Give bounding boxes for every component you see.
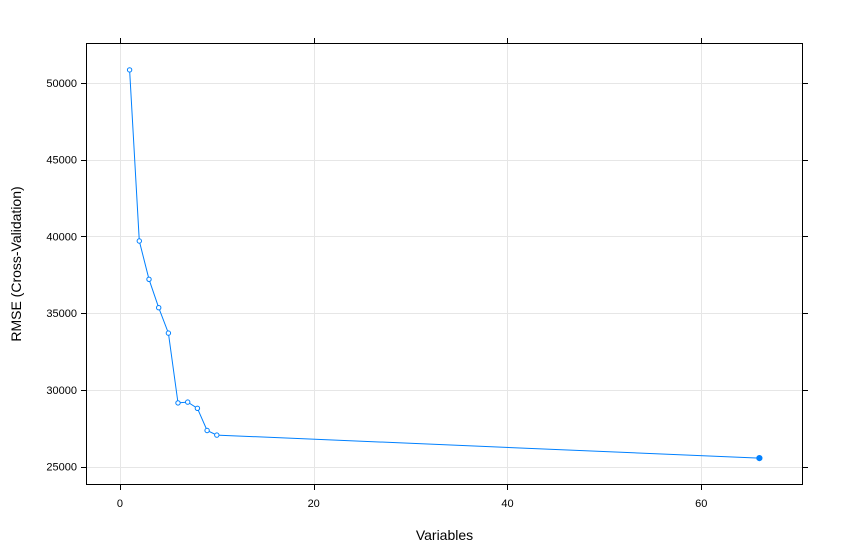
data-point	[194, 405, 201, 411]
data-point	[146, 276, 152, 282]
y-tick-label: 50000	[46, 78, 77, 90]
x-tick-label: 20	[308, 498, 320, 510]
x-tick-label: 40	[501, 498, 513, 510]
grid-layer	[86, 43, 803, 485]
tick-label-layer: 0 20 40 60 25000 30000 35000 40000 45000 50000	[46, 78, 707, 510]
y-tick-label: 30000	[46, 385, 77, 397]
data-point	[156, 305, 162, 311]
data-point	[185, 399, 191, 405]
data-point	[175, 400, 181, 406]
data-point	[165, 330, 172, 336]
data-point	[214, 432, 220, 438]
data-point	[204, 427, 210, 434]
tick-layer	[81, 38, 808, 490]
x-axis-title: Variables	[416, 527, 473, 543]
y-tick-label: 45000	[46, 155, 77, 167]
selected-data-point	[756, 455, 763, 462]
series-layer	[126, 67, 763, 462]
y-tick-label: 40000	[46, 231, 77, 243]
plot-frame	[86, 43, 803, 485]
y-axis-title: RMSE (Cross-Validation)	[8, 186, 24, 341]
data-point	[136, 238, 143, 244]
x-tick-label: 0	[117, 498, 123, 510]
y-tick-label: 35000	[46, 308, 77, 320]
data-point	[126, 67, 133, 73]
x-tick-label: 60	[695, 498, 707, 510]
y-tick-label: 25000	[46, 462, 77, 474]
